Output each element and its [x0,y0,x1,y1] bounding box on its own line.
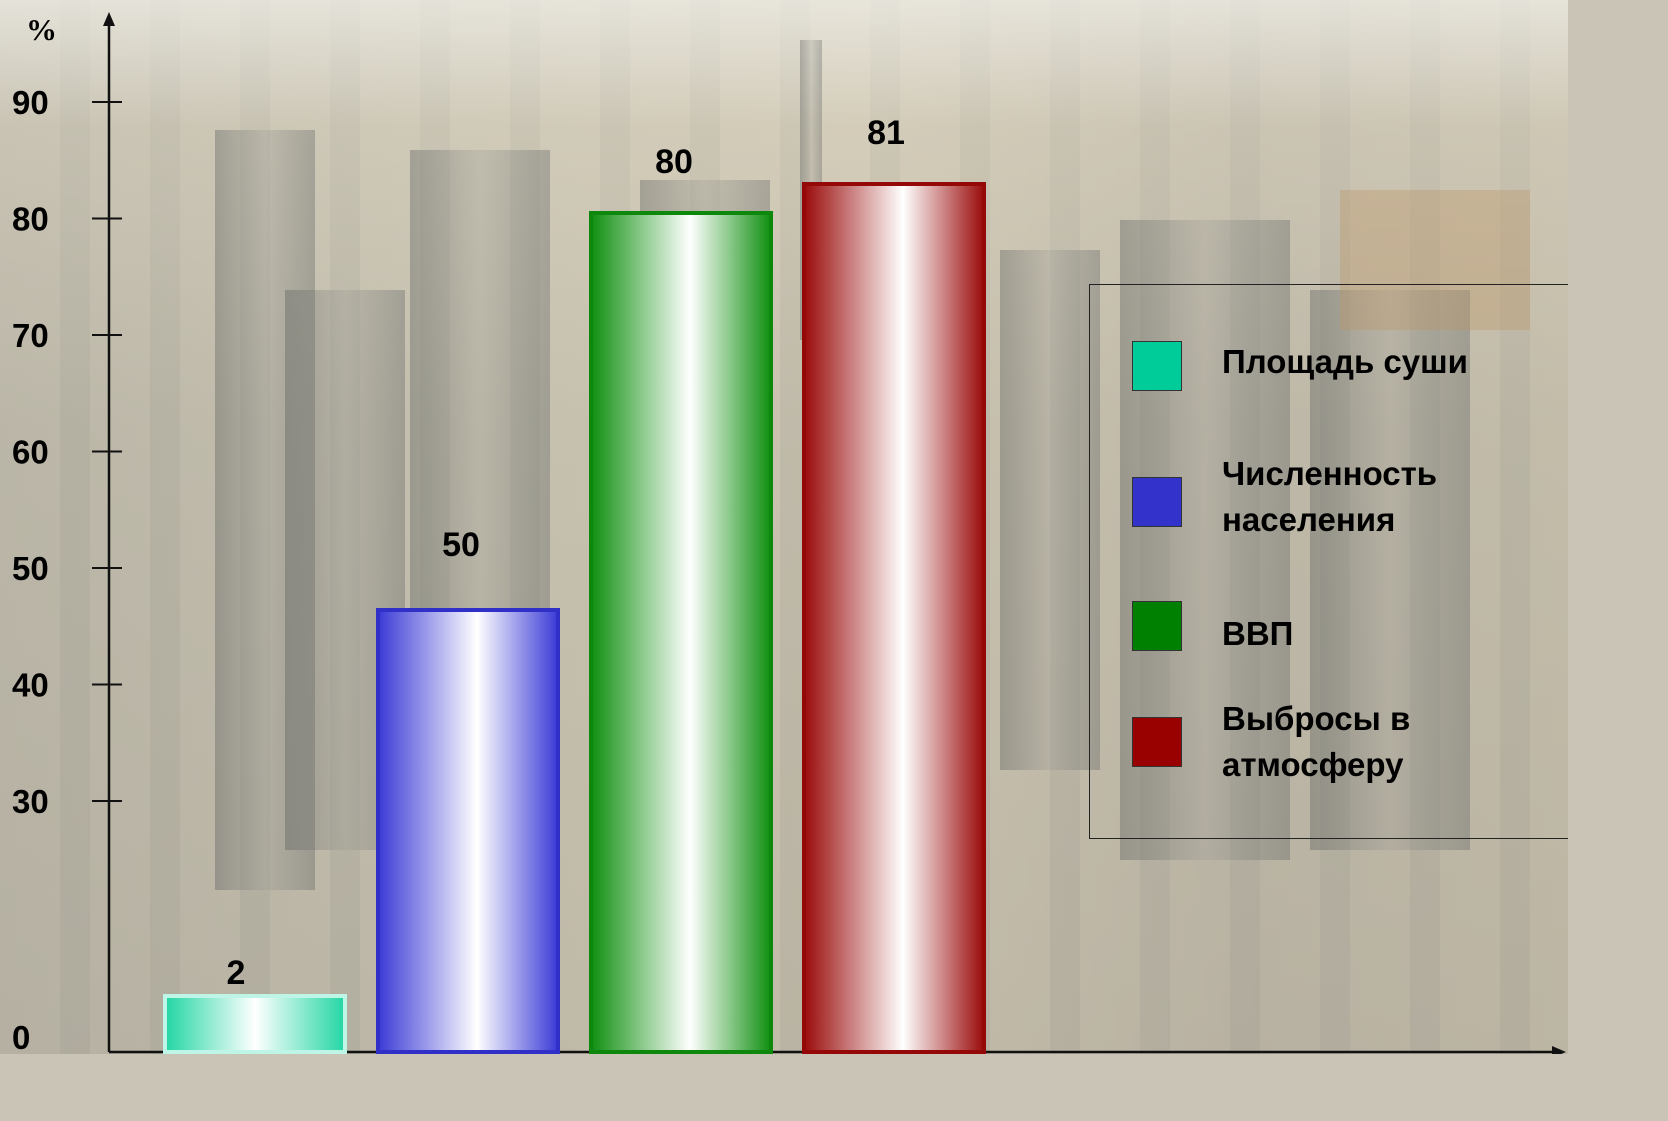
bar-value-label: 80 [655,143,693,181]
bar-value-labels: 2 50 80 81 [227,114,905,992]
y-tick-label: 60 [12,434,49,471]
legend: Площадь суши Численность населения ВВП Выбр… [1089,284,1568,839]
legend-label: Выбросы в атмосферу [1222,700,1411,783]
y-axis-label: % [26,12,57,47]
y-tick-label: 30 [12,783,49,820]
bar-chart: % 0 30 40 50 60 70 80 90 2 50 80 81 [12,12,1566,1054]
y-tick-label: 50 [12,550,49,587]
y-tick-label: 40 [12,667,49,704]
legend-label: Площадь суши [1222,343,1468,380]
y-tick-label: 80 [12,201,49,238]
bar [802,182,986,1054]
y-tick-label: 70 [12,317,49,354]
legend-label: ВВП [1222,615,1294,652]
bar [163,994,347,1054]
y-tick-label: 90 [12,84,49,121]
legend-swatch [1132,341,1182,391]
y-axis-ticks: 0 30 40 50 60 70 80 90 [12,84,122,1054]
bar-value-label: 50 [442,526,480,564]
y-tick-label: 0 [12,1019,30,1054]
bars [163,182,986,1054]
bar-value-label: 2 [227,954,246,992]
legend-swatch [1132,477,1182,527]
bar [589,211,773,1054]
bar [376,608,560,1054]
legend-label: Численность населения [1222,455,1438,538]
y-axis-arrow [103,12,115,26]
legend-swatch [1132,601,1182,651]
x-axis-arrow [1552,1046,1566,1054]
legend-swatch [1132,717,1182,767]
bar-value-label: 81 [867,114,905,152]
